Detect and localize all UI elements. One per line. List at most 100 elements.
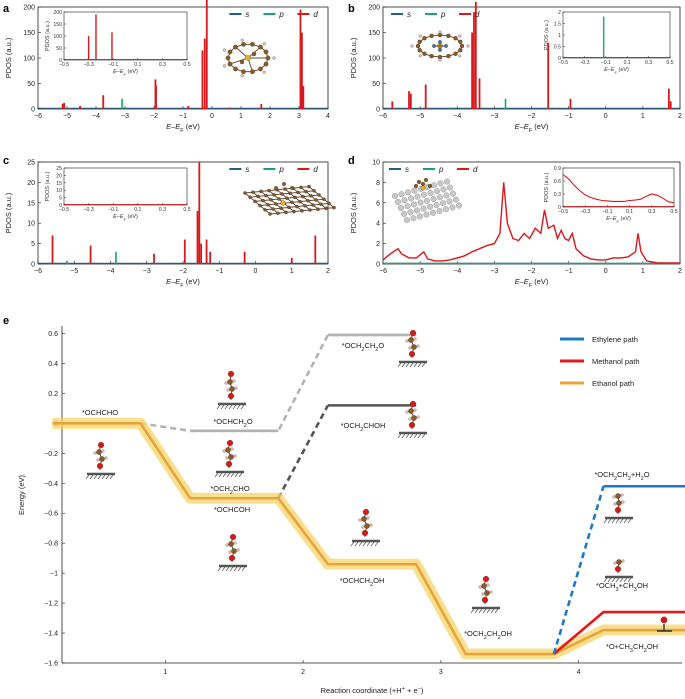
atom [453,51,458,56]
x-tick-label: 2 [678,268,682,275]
state-label-o-ch3ch2oh: *O+CH3CH2OH [606,642,658,654]
x-tick-label: −5 [416,113,424,120]
atom [225,55,231,61]
surface-hatch [358,541,363,547]
y-tick-label: 50 [27,81,35,88]
y-tick-label: 20 [27,180,35,187]
surface-hatch [417,362,422,368]
surface-hatch [229,566,234,572]
atom [427,183,433,189]
energy-y-tick-label: −1.6 [44,661,58,668]
atom [292,209,296,214]
x-tick-label: −5 [63,113,71,120]
panel-label-b: b [348,3,355,15]
surface-hatch [607,577,612,583]
surface-hatch [85,474,90,480]
inset-y-tick-label: 15 [56,181,62,187]
atom [486,583,490,587]
atom [223,64,227,68]
atom [369,523,373,527]
atom [298,199,302,204]
panel-label-c: c [3,155,9,167]
atom [429,33,434,38]
surface-hatch [238,472,243,478]
legend-label-p: p [438,165,444,174]
atom [225,456,229,460]
graphene-structure-c [243,182,336,216]
energy-legend: Ethylene path Methanol path Ethanol path [560,335,640,388]
slab-atom [430,195,437,202]
surface-hatch [413,433,418,439]
dashed-branch-dark [277,404,330,499]
slab-structure-d [392,177,463,223]
atom [408,421,416,429]
atom [225,460,233,468]
atom [405,339,409,343]
slab-atom [398,204,405,211]
atom [228,550,232,554]
atom [308,208,312,212]
inset-plot: −0.5 −0.3 −0.1 0.1 0.3 0.5 0 0.3 0.6 0.9 PDOS (a.u… [544,166,678,224]
legend-label-s: s [405,165,409,174]
atom [482,575,490,583]
inset-y-tick-label: 20 [56,173,62,179]
surface-hatch [470,608,475,614]
energy-x-tick-label: 2 [301,669,305,676]
energy-x-tick-label: 3 [439,669,443,676]
surface-hatch [217,566,222,572]
legend-label-d: d [313,10,318,19]
surface-hatch [417,433,422,439]
atom [306,199,310,203]
state-label-ochcoh: *OCHCOH [214,505,250,514]
d-curve [382,182,680,264]
slab-atom [434,188,441,195]
inset-y-tick-label: 0 [558,205,561,211]
atom [466,44,470,48]
atom [285,196,289,200]
atom [420,185,426,191]
slab-atom [404,203,411,210]
slab-atom [401,197,408,204]
panel-label-e: e [3,315,9,327]
atom [264,193,268,198]
atom [284,210,288,215]
atom [621,559,625,563]
atom [236,548,240,552]
legend-label-p: p [278,165,284,174]
atom [267,188,271,193]
inset-y-tick-label: 0.5 [554,45,561,51]
inset-x-tick-label: −0.1 [108,62,118,68]
x-tick-label: −6 [34,113,42,120]
surface-hatch [236,404,241,410]
atom [96,462,104,470]
atom [422,51,427,56]
atom [96,449,102,455]
x-tick-label: 1 [239,113,243,120]
atom [312,189,316,193]
inset-y-tick-label: 0 [59,203,62,209]
atom [317,193,321,197]
inset-y-tick-label: 10 [56,188,62,194]
ethanol-path-line [52,422,685,656]
atom [228,541,234,547]
inset-y-tick-label: 5 [59,196,62,202]
y-tick-label: 0 [31,262,35,269]
slab-atom [436,207,443,214]
atom [481,596,489,604]
slab-atom [410,215,417,222]
atom [274,186,278,190]
atom [222,449,226,453]
slab-atom [446,198,453,205]
legend-label-ethanol: Ethanol path [592,379,634,388]
slab-atom [421,191,428,198]
atom [408,337,414,343]
slab-atom [392,192,399,199]
inset-y-tick-label: 1 [558,33,561,39]
inset-y-label: PDOS (a.u.) [45,21,51,51]
inset-x-tick-label: −0.1 [601,60,611,66]
atom [616,559,622,565]
inset-x-tick-label: −0.3 [579,60,589,66]
energy-y-tick-label: −1.2 [44,601,58,608]
atom [458,34,462,38]
atom [250,69,255,74]
